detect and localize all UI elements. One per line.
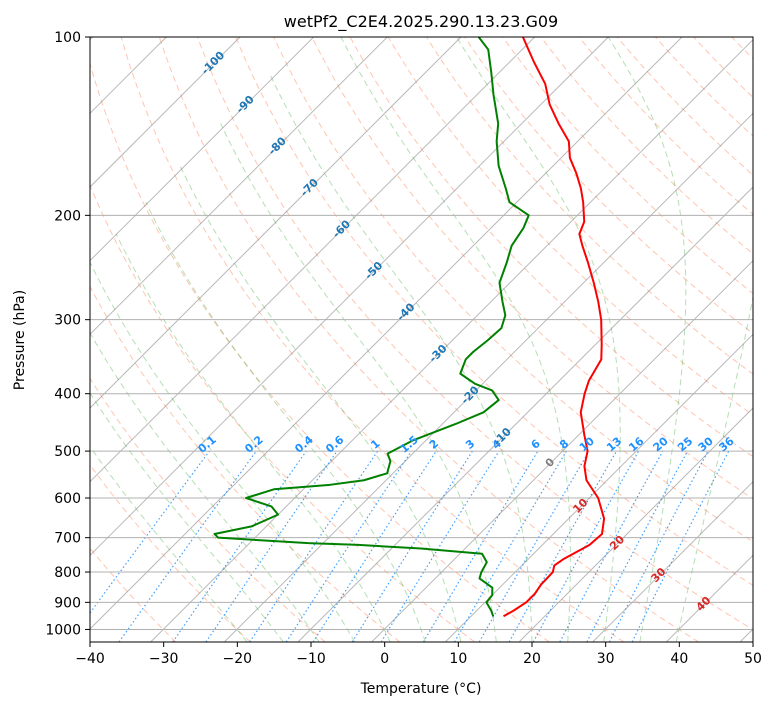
isotherm-line — [297, 186, 753, 642]
x-tick-label: 30 — [597, 651, 615, 667]
isotherm-line — [90, 37, 388, 336]
x-tick-label: 50 — [744, 651, 762, 667]
y-tick-label: 600 — [54, 491, 81, 507]
isotherm-line — [150, 38, 753, 642]
dewpoint-line — [213, 37, 530, 617]
dry-adiabat — [90, 464, 251, 642]
dry-adiabat — [197, 37, 753, 631]
isotherm-line — [90, 37, 683, 630]
y-tick-label: 1000 — [45, 622, 81, 638]
dry-adiabat — [90, 61, 550, 642]
x-tick-label: −20 — [223, 651, 253, 667]
isotherm-line — [90, 37, 241, 188]
isotherm-line — [90, 37, 536, 483]
moist-adiabat — [675, 294, 753, 642]
dry-adiabat — [464, 37, 753, 335]
isotherm-line — [444, 333, 753, 642]
dry-adiabat — [120, 37, 625, 642]
x-tick-label: 0 — [380, 651, 389, 667]
dry-adiabat — [502, 37, 753, 295]
x-tick-label: 40 — [670, 651, 688, 667]
dry-adiabat — [158, 37, 699, 642]
dry-adiabat — [235, 37, 753, 586]
moist-adiabat — [145, 201, 426, 642]
x-axis: −40 −30 −20 −10 0 10 20 30 40 50 — [75, 642, 762, 667]
x-tick-label: −10 — [296, 651, 326, 667]
y-tick-label: 800 — [54, 565, 81, 581]
temperature-line — [503, 37, 606, 618]
dry-adiabat — [616, 37, 753, 176]
isotherm-line — [90, 37, 315, 262]
x-tick-label: 20 — [523, 651, 541, 667]
moist-adiabat — [115, 233, 391, 642]
dry-adiabat — [578, 37, 753, 215]
chart-title: wetPf2_C2E4.2025.290.13.23.G09 — [284, 12, 558, 32]
x-tick-label: −30 — [149, 651, 179, 667]
moist-adiabat — [179, 165, 462, 642]
dry-adiabat — [311, 37, 753, 500]
isotherm-line — [592, 480, 753, 642]
y-axis-title: Pressure (hPa) — [12, 290, 28, 390]
isotherm-line — [223, 112, 753, 642]
pressure-gridlines — [90, 37, 753, 630]
y-tick-label: 900 — [54, 595, 81, 611]
y-tick-label: 400 — [54, 387, 81, 403]
isotherm-line — [371, 259, 753, 642]
y-tick-label: 300 — [54, 313, 81, 329]
moist-adiabat — [607, 37, 687, 642]
series-layer — [213, 37, 606, 618]
y-tick-label: 500 — [54, 444, 81, 460]
moist-adiabat — [90, 445, 248, 642]
y-tick-label: 100 — [54, 30, 81, 46]
x-axis-title: Temperature (°C) — [360, 681, 482, 697]
isotherm-line — [90, 37, 462, 409]
y-axis: 100 200 300 400 500 600 700 800 900 1000 — [45, 30, 90, 638]
x-tick-label: 10 — [449, 651, 467, 667]
y-tick-label: 700 — [54, 531, 81, 547]
dry-adiabat — [387, 37, 753, 416]
plot-frame — [89, 36, 754, 643]
moist-adiabat — [90, 331, 320, 642]
isotherm-line — [518, 407, 753, 642]
x-tick-label: −40 — [75, 651, 105, 667]
y-tick-label: 200 — [54, 208, 81, 224]
isotherm-line — [90, 37, 609, 557]
